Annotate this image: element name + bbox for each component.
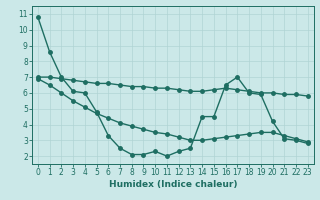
X-axis label: Humidex (Indice chaleur): Humidex (Indice chaleur): [108, 180, 237, 189]
